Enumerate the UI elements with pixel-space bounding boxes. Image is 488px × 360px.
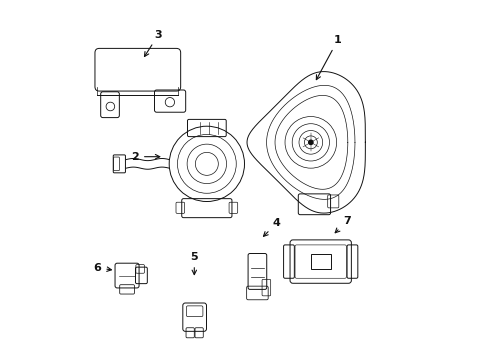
Text: 1: 1	[316, 35, 341, 80]
Bar	[310, 255, 330, 269]
Text: 6: 6	[93, 263, 111, 273]
Text: 4: 4	[263, 218, 280, 236]
Text: 5: 5	[190, 252, 198, 275]
Circle shape	[308, 140, 312, 144]
Text: 3: 3	[144, 30, 162, 57]
Text: 7: 7	[334, 216, 350, 233]
Text: 2: 2	[131, 152, 160, 162]
